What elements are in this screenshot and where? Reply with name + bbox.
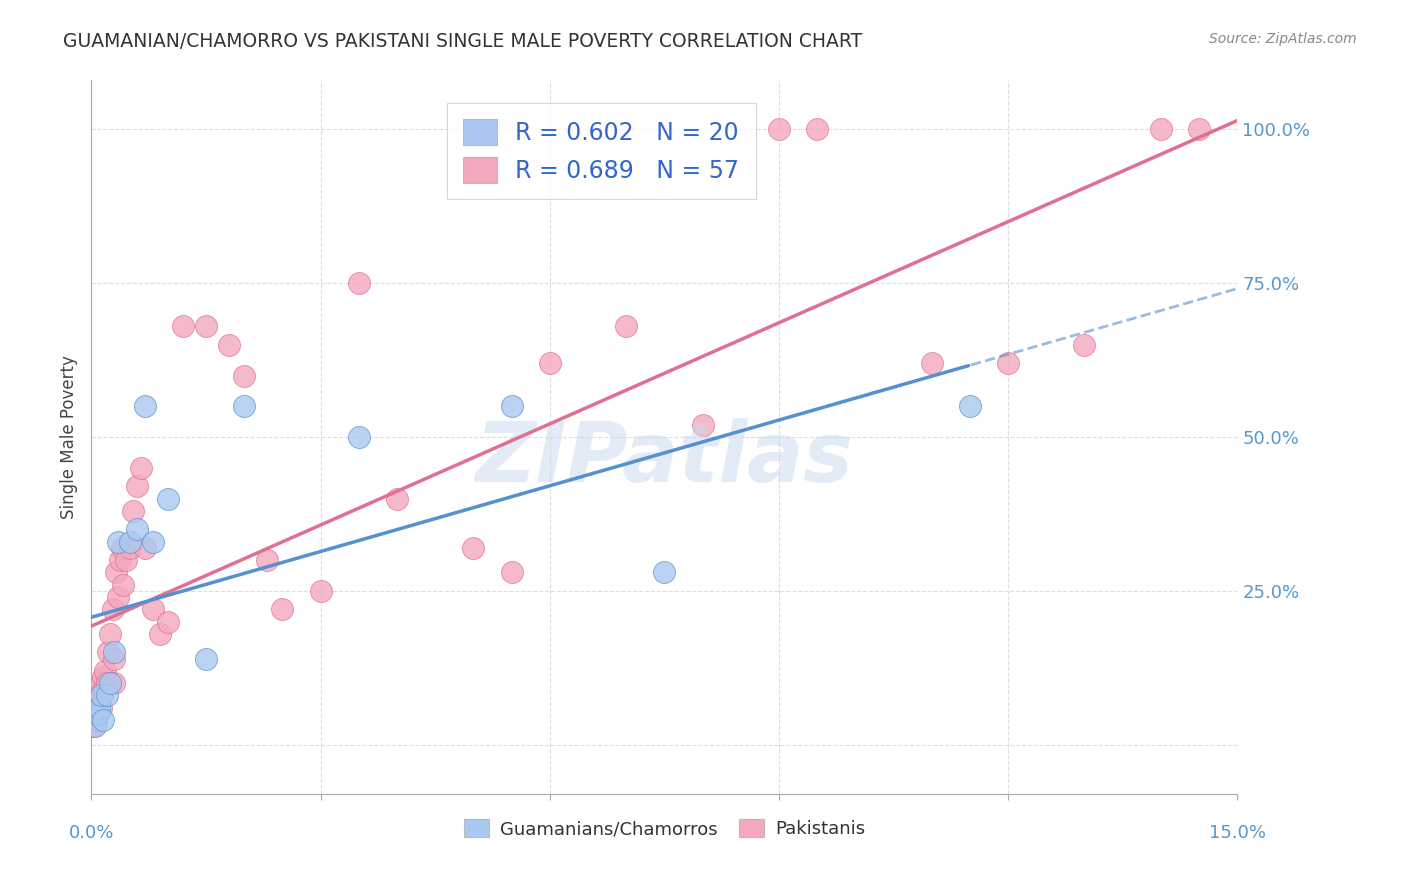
Point [156, 615, 179, 629]
Point [271, 602, 294, 616]
Point [501, 566, 523, 580]
Y-axis label: Single Male Poverty: Single Male Poverty [60, 355, 79, 519]
Point [100, 676, 122, 690]
Point [84, 700, 107, 714]
Point [129, 460, 152, 475]
Point [218, 338, 240, 352]
Point [127, 522, 149, 536]
Point [82, 719, 104, 733]
Point [84, 719, 107, 733]
Point [96, 689, 118, 703]
Point [122, 504, 145, 518]
Text: ZIPatlas: ZIPatlas [475, 418, 853, 499]
Point [997, 356, 1019, 370]
Point [347, 277, 370, 291]
Point [90, 700, 112, 714]
Point [134, 400, 156, 414]
Point [103, 651, 125, 665]
Point [90, 676, 112, 690]
Point [172, 319, 194, 334]
Point [91, 713, 114, 727]
Point [86, 706, 108, 721]
Point [101, 602, 124, 616]
Point [921, 356, 943, 370]
Point [111, 541, 134, 555]
Point [692, 417, 714, 432]
Point [463, 541, 485, 555]
Point [103, 676, 125, 690]
Point [127, 479, 149, 493]
Point [194, 651, 217, 665]
Point [107, 534, 129, 549]
Point [83, 706, 105, 721]
Point [1073, 338, 1095, 352]
Text: 0.0%: 0.0% [69, 824, 114, 842]
Point [156, 491, 179, 506]
Point [87, 700, 110, 714]
Point [1188, 122, 1211, 136]
Point [118, 541, 141, 555]
Point [91, 670, 114, 684]
Point [501, 400, 523, 414]
Point [194, 319, 217, 334]
Point [538, 356, 561, 370]
Point [114, 553, 136, 567]
Point [84, 713, 107, 727]
Point [233, 368, 256, 383]
Point [96, 676, 118, 690]
Point [86, 706, 108, 721]
Point [134, 541, 156, 555]
Point [1150, 122, 1173, 136]
Point [104, 566, 127, 580]
Point [614, 319, 637, 334]
Point [83, 713, 105, 727]
Point [233, 400, 256, 414]
Point [100, 627, 122, 641]
Point [768, 122, 790, 136]
Point [108, 553, 131, 567]
Point [87, 695, 110, 709]
Point [97, 645, 120, 659]
Point [141, 602, 163, 616]
Point [107, 590, 129, 604]
Point [87, 689, 110, 703]
Point [89, 682, 111, 697]
Point [94, 664, 117, 678]
Point [652, 566, 675, 580]
Point [86, 695, 108, 709]
Legend: Guamanians/Chamorros, Pakistanis: Guamanians/Chamorros, Pakistanis [457, 812, 872, 846]
Point [347, 430, 370, 444]
Point [309, 583, 332, 598]
Text: Source: ZipAtlas.com: Source: ZipAtlas.com [1209, 32, 1357, 46]
Point [806, 122, 828, 136]
Point [149, 627, 172, 641]
Point [90, 689, 112, 703]
Point [959, 400, 981, 414]
Point [256, 553, 278, 567]
Text: 15.0%: 15.0% [1209, 824, 1265, 842]
Point [91, 689, 114, 703]
Text: GUAMANIAN/CHAMORRO VS PAKISTANI SINGLE MALE POVERTY CORRELATION CHART: GUAMANIAN/CHAMORRO VS PAKISTANI SINGLE M… [63, 32, 862, 51]
Point [93, 682, 115, 697]
Point [385, 491, 408, 506]
Point [103, 645, 125, 659]
Point [118, 534, 141, 549]
Point [112, 578, 135, 592]
Point [141, 534, 163, 549]
